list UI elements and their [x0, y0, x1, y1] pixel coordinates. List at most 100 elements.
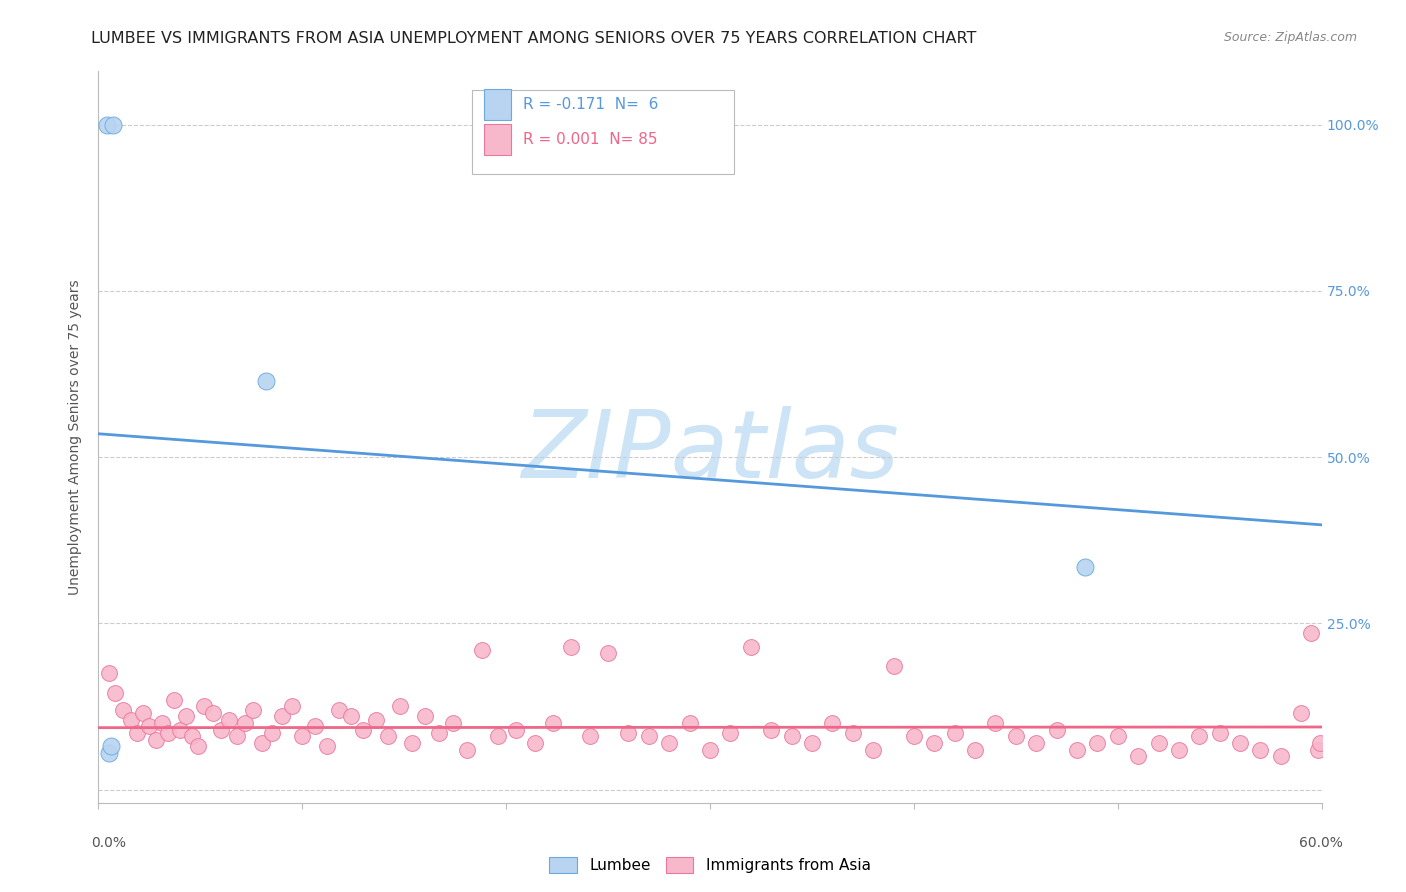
Point: [226, 729, 249, 743]
Point: [1107, 729, 1129, 743]
Point: [104, 686, 127, 700]
Point: [1167, 742, 1189, 756]
Point: [150, 716, 173, 731]
Point: [1249, 742, 1271, 756]
Point: [658, 736, 681, 750]
Point: [441, 716, 464, 731]
FancyBboxPatch shape: [484, 89, 510, 120]
Point: [145, 732, 167, 747]
Point: [169, 723, 191, 737]
Legend: Lumbee, Immigrants from Asia: Lumbee, Immigrants from Asia: [543, 851, 877, 880]
Point: [1309, 736, 1331, 750]
Point: [1147, 736, 1170, 750]
Point: [97, 746, 120, 760]
Point: [260, 726, 283, 740]
Point: [718, 726, 742, 740]
Text: 60.0%: 60.0%: [1299, 836, 1343, 850]
Point: [578, 729, 600, 743]
Point: [598, 646, 620, 660]
Point: [1045, 723, 1069, 737]
Point: [163, 692, 186, 706]
Point: [523, 736, 546, 750]
Point: [96, 118, 118, 132]
Point: [984, 716, 1007, 731]
Point: [1188, 729, 1211, 743]
Point: [138, 719, 160, 733]
Text: 0.0%: 0.0%: [91, 836, 127, 850]
Point: [352, 723, 374, 737]
Point: [560, 640, 582, 654]
Point: [340, 709, 363, 723]
Point: [943, 726, 966, 740]
Point: [156, 726, 179, 740]
Point: [120, 713, 142, 727]
Point: [965, 742, 987, 756]
Point: [291, 729, 314, 743]
Point: [1074, 559, 1097, 574]
Point: [679, 716, 702, 731]
Point: [97, 666, 120, 681]
Point: [1004, 729, 1026, 743]
Y-axis label: Unemployment Among Seniors over 75 years: Unemployment Among Seniors over 75 years: [69, 279, 83, 595]
Point: [471, 643, 494, 657]
Point: [209, 723, 232, 737]
Point: [1066, 742, 1088, 756]
Point: [201, 706, 224, 720]
Point: [187, 739, 209, 754]
Point: [413, 709, 436, 723]
Text: LUMBEE VS IMMIGRANTS FROM ASIA UNEMPLOYMENT AMONG SENIORS OVER 75 YEARS CORRELAT: LUMBEE VS IMMIGRANTS FROM ASIA UNEMPLOYM…: [91, 31, 977, 46]
Point: [780, 729, 803, 743]
Point: [132, 706, 155, 720]
Point: [1301, 626, 1323, 640]
Point: [821, 716, 844, 731]
Point: [111, 703, 134, 717]
Point: [181, 729, 204, 743]
Point: [1025, 736, 1047, 750]
Point: [801, 736, 824, 750]
Point: [304, 719, 326, 733]
Point: [193, 699, 215, 714]
FancyBboxPatch shape: [484, 124, 510, 154]
Text: R = 0.001  N= 85: R = 0.001 N= 85: [523, 132, 658, 147]
Point: [1229, 736, 1251, 750]
Point: [101, 118, 124, 132]
Point: [699, 742, 721, 756]
Point: [242, 703, 264, 717]
Point: [637, 729, 661, 743]
Text: ZIPatlas: ZIPatlas: [522, 406, 898, 497]
Point: [740, 640, 762, 654]
Point: [922, 736, 945, 750]
Point: [427, 726, 450, 740]
Point: [1306, 742, 1329, 756]
Point: [174, 709, 197, 723]
Point: [328, 703, 350, 717]
Point: [270, 709, 294, 723]
Point: [315, 739, 337, 754]
Point: [1270, 749, 1292, 764]
Point: [761, 723, 783, 737]
Point: [127, 726, 149, 740]
Point: [862, 742, 884, 756]
Point: [218, 713, 240, 727]
Point: [401, 736, 423, 750]
Text: Source: ZipAtlas.com: Source: ZipAtlas.com: [1223, 31, 1357, 45]
Point: [883, 659, 905, 673]
FancyBboxPatch shape: [471, 90, 734, 174]
Point: [1128, 749, 1150, 764]
Point: [541, 716, 564, 731]
Point: [486, 729, 509, 743]
Point: [903, 729, 925, 743]
Point: [505, 723, 527, 737]
Point: [233, 716, 256, 731]
Point: [100, 739, 122, 754]
Point: [389, 699, 412, 714]
Point: [456, 742, 478, 756]
Point: [364, 713, 387, 727]
Point: [1085, 736, 1108, 750]
Point: [617, 726, 640, 740]
Point: [1291, 706, 1313, 720]
Point: [250, 736, 273, 750]
Point: [254, 374, 277, 388]
Point: [281, 699, 304, 714]
Text: R = -0.171  N=  6: R = -0.171 N= 6: [523, 96, 658, 112]
